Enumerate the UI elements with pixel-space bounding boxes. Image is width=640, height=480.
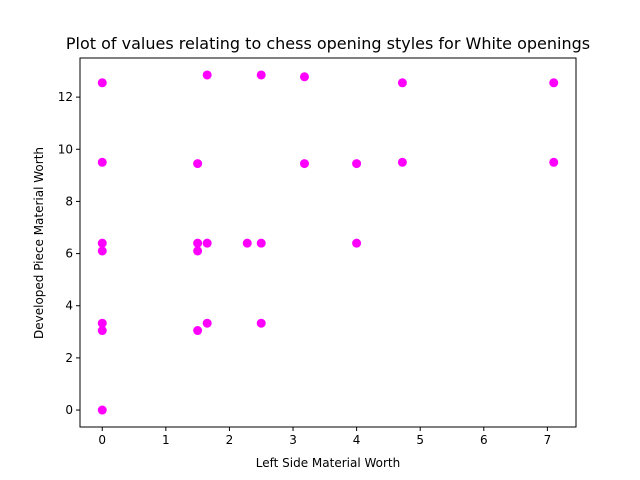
x-tick-label: 5 — [416, 433, 424, 447]
x-tick-label: 3 — [289, 433, 297, 447]
data-point-5 — [97, 326, 107, 336]
data-point-8 — [193, 238, 203, 248]
y-tick-label: 8 — [65, 194, 73, 208]
y-tick-label: 0 — [65, 403, 73, 417]
y-axis-label: Developed Piece Material Worth — [32, 147, 46, 339]
data-point-11 — [202, 70, 212, 80]
data-point-2 — [97, 238, 107, 248]
data-point-17 — [256, 318, 266, 328]
x-tick-label: 7 — [544, 433, 552, 447]
data-point-10 — [193, 326, 203, 336]
data-point-21 — [352, 238, 362, 248]
data-point-18 — [299, 72, 309, 82]
data-point-12 — [202, 238, 212, 248]
data-point-15 — [256, 70, 266, 80]
data-point-19 — [299, 159, 309, 169]
y-tick-label: 6 — [65, 247, 73, 261]
y-tick-label: 4 — [65, 299, 73, 313]
data-point-3 — [97, 246, 107, 256]
y-tick-label: 2 — [65, 351, 73, 365]
chart-title: Plot of values relating to chess opening… — [66, 34, 590, 53]
data-point-7 — [193, 159, 203, 169]
plot-area-frame — [79, 57, 577, 428]
data-point-24 — [549, 78, 559, 88]
data-point-20 — [352, 159, 362, 169]
data-point-25 — [549, 157, 559, 167]
y-tick-label: 10 — [58, 142, 73, 156]
data-points — [97, 70, 559, 415]
data-point-16 — [256, 238, 266, 248]
data-point-22 — [397, 78, 407, 88]
x-tick-label: 1 — [162, 433, 170, 447]
data-point-14 — [242, 238, 252, 248]
data-point-23 — [397, 157, 407, 167]
y-axis-ticks: 0 2 4 6 8 10 12 — [58, 90, 80, 417]
x-tick-label: 6 — [480, 433, 488, 447]
data-point-13 — [202, 318, 212, 328]
x-tick-label: 4 — [353, 433, 361, 447]
data-point-0 — [97, 78, 107, 88]
y-tick-label: 12 — [58, 90, 73, 104]
data-point-9 — [193, 246, 203, 256]
data-point-6 — [97, 405, 107, 415]
x-tick-label: 0 — [98, 433, 106, 447]
x-axis-ticks: 0 1 2 3 4 5 6 7 — [98, 427, 551, 447]
x-tick-label: 2 — [226, 433, 234, 447]
x-axis-label: Left Side Material Worth — [256, 456, 400, 470]
data-point-1 — [97, 157, 107, 167]
data-point-4 — [97, 318, 107, 328]
